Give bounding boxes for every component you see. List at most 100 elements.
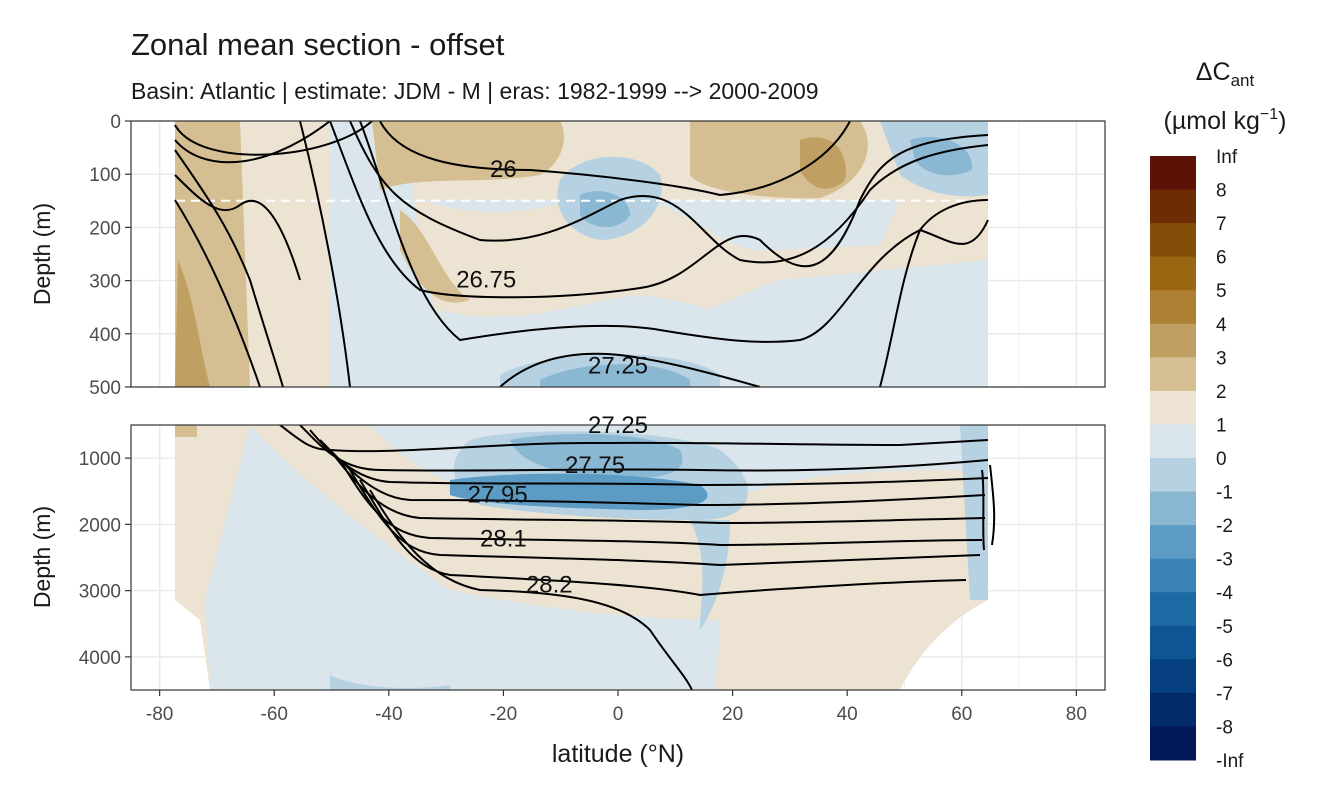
contour-label: 26.75 (456, 267, 516, 294)
legend-swatch (1150, 625, 1196, 660)
legend-swatch (1150, 424, 1196, 459)
legend-swatch (1150, 592, 1196, 627)
top-y-axis-label: Depth (m) (29, 203, 55, 305)
bottom-y-axis-label: Depth (m) (29, 506, 55, 608)
legend-unit: (µmol kg−1) (1164, 106, 1287, 135)
contour-bot-north-edge-1 (981, 469, 985, 551)
legend-unit-sup: −1 (1260, 106, 1278, 123)
y-tick-label: 4000 (79, 648, 121, 669)
legend-swatch (1150, 390, 1196, 425)
x-tick-label: -40 (375, 704, 402, 725)
contour-bot-27-5 (299, 425, 989, 472)
x-tick-label: -20 (490, 704, 517, 725)
field-neg-deep-core (540, 364, 690, 387)
contour-top-4 (174, 149, 284, 387)
legend-swatch (1150, 726, 1196, 761)
legend-swatch (1150, 357, 1196, 392)
contour-bot-27-75 (309, 429, 989, 487)
top-isopycnals (174, 121, 989, 387)
y-tick-label: 400 (89, 325, 121, 346)
field-bot-pos-corner (175, 425, 197, 437)
x-axis-label: latitude (°N) (552, 740, 684, 768)
chart-subtitle: Basin: Atlantic | estimate: JDM - M | er… (131, 78, 819, 104)
legend-swatch (1150, 558, 1196, 593)
contour-label: 28.1 (480, 525, 527, 552)
top-panel-border (130, 120, 1106, 388)
legend-label: 1 (1216, 415, 1227, 436)
legend-label: 3 (1216, 348, 1227, 369)
legend-swatch (1150, 223, 1196, 258)
y-tick-label: 0 (110, 112, 121, 133)
contour-bot-28-1 (349, 469, 981, 567)
legend-swatch (1150, 156, 1196, 191)
top-panel-fill (131, 121, 1105, 387)
field-pos-north-core (800, 137, 846, 189)
contour-label: 27.95 (468, 482, 528, 509)
field-bot-neg-core-2 (510, 434, 683, 479)
contour-label: 26 (490, 156, 517, 183)
y-tick-label: 500 (89, 378, 121, 399)
bottom-panel: 1000 2000 3000 4000 Depth (m) 27.25 27.75 27.… (29, 412, 1106, 691)
legend-swatch (1150, 290, 1196, 325)
legend-title: ΔCant (1196, 58, 1255, 90)
legend-swatch (1150, 692, 1196, 727)
contour-label: 27.25 (588, 353, 648, 380)
y-tick-label: 2000 (79, 515, 121, 536)
legend-swatch (1150, 458, 1196, 493)
y-tick-label: 100 (89, 165, 121, 186)
x-tick-label: -80 (146, 704, 173, 725)
contour-top-6 (299, 121, 351, 387)
bottom-panel-fill (175, 425, 996, 690)
field-bot-neg-plume (690, 520, 730, 630)
field-negative-region (330, 121, 988, 387)
y-tick-label: 3000 (79, 582, 121, 603)
legend-label: -4 (1216, 583, 1233, 604)
contour-top-3 (174, 174, 301, 281)
contour-label: 27.75 (565, 452, 625, 479)
x-tick-label: 40 (837, 704, 858, 725)
legend-label: Inf (1216, 147, 1238, 168)
bottom-isopycnals (279, 425, 996, 690)
legend-swatch (1150, 525, 1196, 560)
x-axis: -80 -60 -40 -20 0 20 40 60 80 (146, 690, 1087, 725)
legend-label: 6 (1216, 248, 1227, 269)
y-tick-label: 200 (89, 218, 121, 239)
legend-label: -5 (1216, 617, 1233, 638)
legend-label: -1 (1216, 483, 1233, 504)
legend-label: -8 (1216, 717, 1233, 738)
legend-label: 5 (1216, 281, 1227, 302)
legend-label: -2 (1216, 516, 1233, 537)
contour-top-7 (879, 199, 989, 387)
contour-bot-28-15 (359, 479, 967, 597)
legend-label: 4 (1216, 315, 1227, 336)
colorbar-legend: ΔCant (µmol kg−1) Inf 8 7 6 5 4 3 2 1 0 -1 -2 -3 -4 -5… (1150, 58, 1286, 772)
contour-top-1 (174, 121, 373, 156)
contour-top-27-25 (499, 352, 761, 387)
contour-top-2 (174, 121, 331, 164)
legend-unit-close: ) (1278, 107, 1286, 135)
field-bot-neg-floor (330, 675, 450, 690)
contour-bot-28-2 (369, 489, 693, 690)
x-tick-label: 60 (951, 704, 972, 725)
contour-bot-27-95 (329, 449, 986, 525)
legend-unit-main: (µmol kg (1164, 107, 1260, 135)
contour-label: 27.25 (588, 412, 648, 439)
field-pos-mid (400, 210, 470, 303)
legend-swatch (1150, 189, 1196, 224)
legend-swatch (1150, 491, 1196, 526)
legend-title-sub: ant (1231, 71, 1255, 90)
top-y-axis: 0 100 200 300 400 500 (89, 112, 131, 399)
x-tick-label: 80 (1066, 704, 1087, 725)
contour-top-26-5 (349, 121, 989, 264)
y-tick-label: 1000 (79, 449, 121, 470)
field-bot-neg-north-edge (960, 425, 988, 600)
field-neg-north-core (910, 136, 973, 176)
x-tick-label: -60 (261, 704, 288, 725)
field-bot-neg-west (205, 425, 720, 690)
legend-label: -3 (1216, 550, 1233, 571)
top-panel: 0 100 200 300 400 500 Depth (m) 26 26.75 27.25 (29, 112, 1106, 399)
contour-top-26 (379, 121, 851, 197)
legend-label: 8 (1216, 181, 1227, 202)
legend-title-main: ΔC (1196, 58, 1231, 86)
